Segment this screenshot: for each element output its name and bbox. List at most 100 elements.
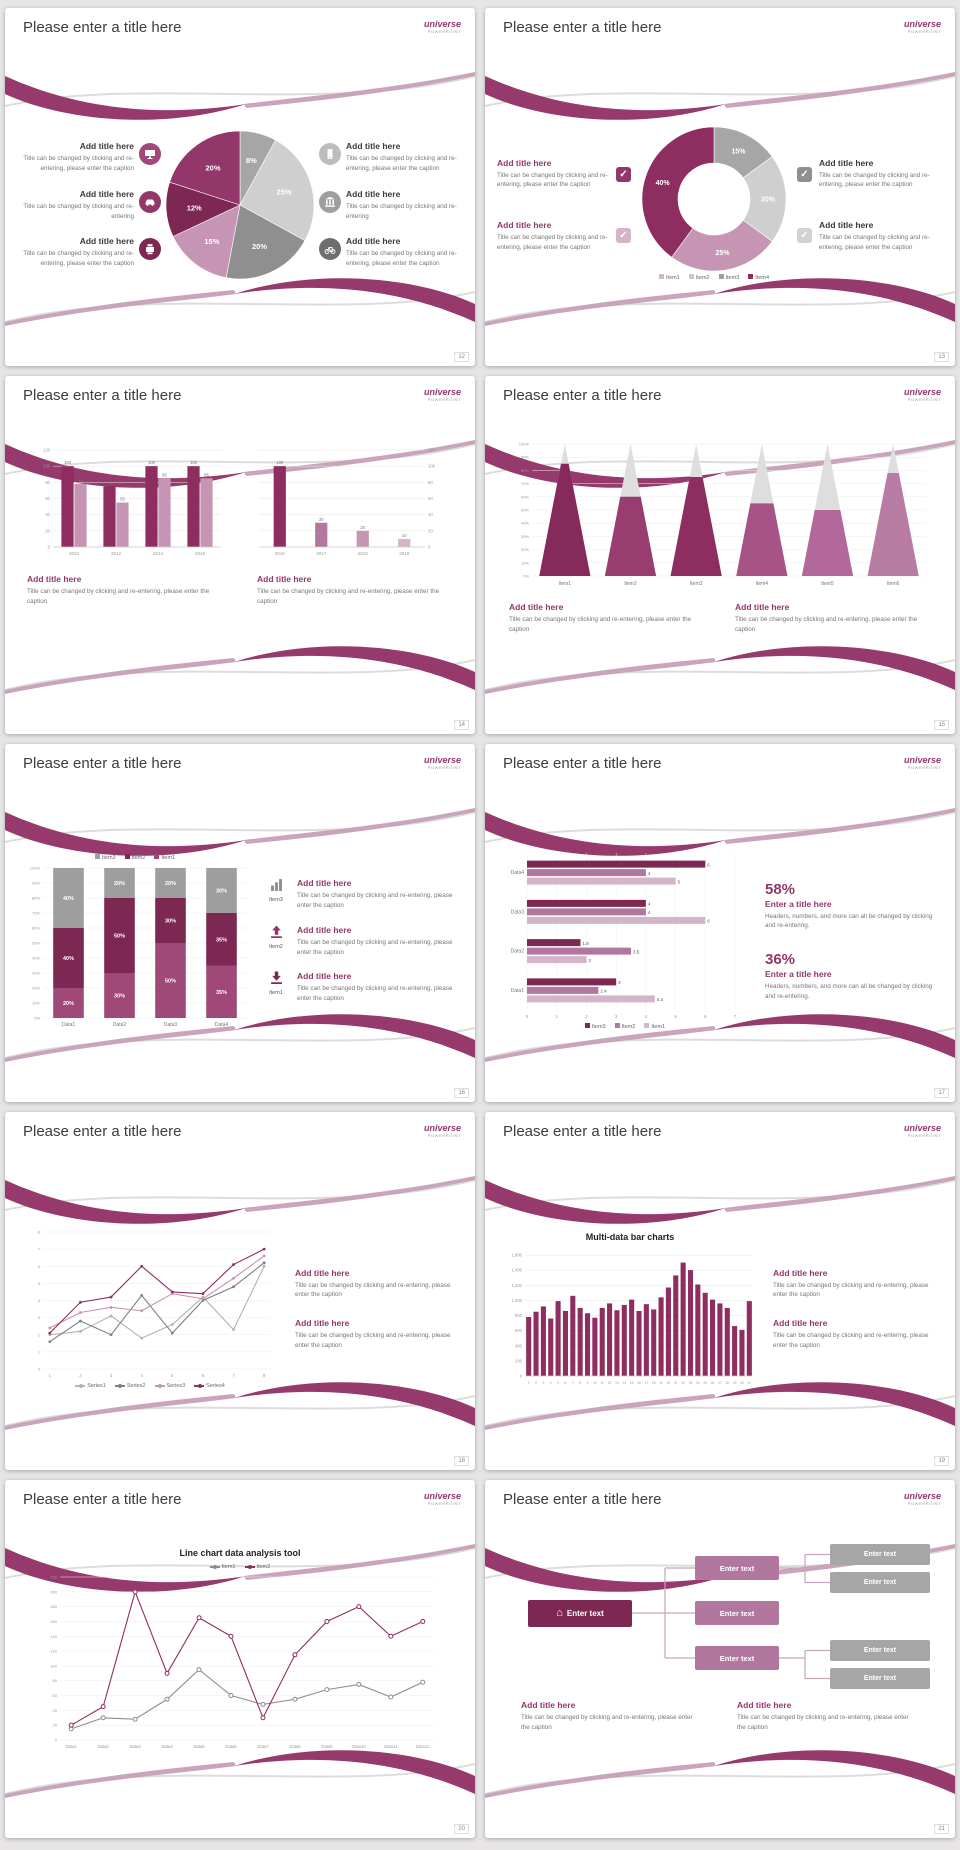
svg-text:Data4: Data4 (511, 870, 525, 876)
diagram-root-box: ⌂ Enter text (528, 1600, 632, 1627)
icon-label: Item3 (269, 897, 283, 904)
svg-text:3: 3 (38, 1315, 41, 1320)
svg-text:120: 120 (43, 448, 51, 453)
diagram-leaf-box: Enter text (830, 1640, 930, 1661)
slide-19[interactable]: Please enter a title here universe POWER… (485, 1112, 955, 1470)
svg-text:2: 2 (588, 958, 591, 963)
logo: universe POWERPOINT (903, 755, 941, 770)
slide-title: Please enter a title here (503, 387, 662, 404)
svg-text:23: 23 (689, 1381, 693, 1385)
line-chart: 0 1 2 3 4 5 6 7 8 1 2 3 4 5 6 7 8 Series1 Series2 Series3 Se… (37, 1229, 271, 1389)
logo: universe POWERPOINT (423, 387, 461, 402)
stat-title: Enter a title here (765, 969, 832, 979)
svg-text:25%: 25% (277, 188, 292, 197)
svg-text:26: 26 (711, 1381, 715, 1385)
caption-block: Add title here Title can be changed by c… (509, 602, 692, 633)
fax-icon (139, 238, 161, 261)
callout-title: Add title here (79, 141, 134, 152)
slide-21[interactable]: Please enter a title here universe POWER… (485, 1480, 955, 1838)
svg-text:4: 4 (141, 1373, 144, 1378)
svg-text:2: 2 (585, 1014, 588, 1019)
icon-row: Item1 Add title here Title can be change… (263, 971, 461, 1004)
logo: universe POWERPOINT (423, 1123, 461, 1138)
page-number: 19 (934, 1456, 949, 1466)
svg-text:60%: 60% (32, 926, 40, 931)
checkbox-icon: ✓ (616, 228, 631, 243)
svg-text:14: 14 (623, 1381, 627, 1385)
svg-text:85: 85 (204, 472, 209, 477)
svg-text:100: 100 (190, 460, 198, 465)
svg-text:5: 5 (38, 1281, 41, 1286)
svg-text:4: 4 (648, 902, 651, 907)
svg-text:40: 40 (45, 512, 50, 517)
svg-text:2: 2 (79, 1373, 82, 1378)
checkbox-icon: ✓ (797, 228, 812, 243)
flow-diagram: ⌂ Enter text Enter text Enter text Enter… (500, 1542, 940, 1692)
svg-text:29: 29 (733, 1381, 737, 1385)
svg-text:6: 6 (565, 1381, 567, 1385)
svg-text:10: 10 (593, 1381, 597, 1385)
svg-text:Data3: Data3 (130, 1744, 142, 1749)
logo: universe POWERPOINT (423, 1491, 461, 1506)
display-icon (139, 143, 161, 166)
svg-text:8: 8 (579, 1381, 581, 1385)
chart-title: Multi-data bar charts (585, 1231, 675, 1242)
svg-text:7: 7 (38, 1247, 41, 1252)
diagram-mid-box: Enter text (695, 1646, 779, 1670)
callout-bicycle: Add title here Title can be changed by c… (319, 236, 465, 269)
svg-text:0: 0 (55, 1738, 58, 1743)
svg-text:30%: 30% (114, 994, 125, 1000)
svg-text:5: 5 (678, 879, 681, 884)
svg-text:8%: 8% (246, 156, 257, 165)
svg-text:10: 10 (402, 533, 407, 538)
svg-text:60: 60 (45, 496, 50, 501)
slide-13[interactable]: Please enter a title here universe POWER… (485, 8, 955, 366)
svg-text:21: 21 (674, 1381, 678, 1385)
svg-text:60: 60 (428, 496, 433, 501)
slide-15[interactable]: Please enter a title here universe POWER… (485, 376, 955, 734)
slide-12[interactable]: Please enter a title here universe POWER… (5, 8, 475, 366)
bar-chart-left: 0 20 40 60 80 100 120 2010 100 78 2012 75 55 2014 100 8… (29, 440, 227, 558)
svg-text:8: 8 (38, 1230, 41, 1235)
slide-18[interactable]: Please enter a title here universe POWER… (5, 1112, 475, 1470)
svg-text:Data2: Data2 (511, 949, 525, 955)
svg-text:0%: 0% (523, 574, 529, 579)
svg-text:Item6: Item6 (887, 581, 900, 587)
bicycle-icon (319, 238, 341, 261)
slide-title: Please enter a title here (23, 1123, 182, 1140)
svg-text:Item2: Item2 (624, 581, 637, 587)
slide-14[interactable]: Please enter a title here universe POWER… (5, 376, 475, 734)
svg-text:31: 31 (748, 1381, 752, 1385)
horizontal-bar-chart: 0 1 2 3 4 5 6 7 Data4 6 4 5 Data3 4 4 6 Data2 1.8 3.5 2 Data… (510, 853, 737, 1030)
svg-text:25%: 25% (715, 250, 730, 257)
page-number: 17 (934, 1088, 949, 1098)
svg-text:35%: 35% (216, 937, 227, 943)
donut-chart: 15% 20% 25% 40% Item1 Item2 Item3 Item4 (638, 126, 790, 284)
svg-text:2017: 2017 (316, 551, 327, 556)
svg-text:2010: 2010 (69, 551, 80, 556)
svg-text:30%: 30% (165, 919, 176, 925)
svg-text:2: 2 (38, 1332, 41, 1337)
icon-label: Item1 (269, 990, 283, 997)
svg-text:1: 1 (38, 1349, 41, 1354)
svg-text:0: 0 (38, 1367, 41, 1372)
svg-text:20%: 20% (114, 881, 125, 887)
page-number: 13 (934, 352, 949, 362)
page-number: 15 (934, 720, 949, 730)
diagram-leaf-box: Enter text (830, 1544, 930, 1565)
slide-title: Please enter a title here (503, 1123, 662, 1140)
caption-block: Add title here Title can be changed by c… (819, 157, 930, 189)
callout-mobile: Add title here Title can be changed by c… (319, 141, 465, 174)
svg-text:3: 3 (618, 980, 621, 985)
callout-car: Add title here Title can be changed by c… (15, 189, 161, 222)
logo: universe POWERPOINT (903, 1123, 941, 1138)
svg-text:9: 9 (587, 1381, 589, 1385)
slide-16[interactable]: Please enter a title here universe POWER… (5, 744, 475, 1102)
svg-text:7: 7 (232, 1373, 235, 1378)
icon-row: Item3 Add title here Title can be change… (263, 878, 461, 911)
icon-row: Item2 Add title here Title can be change… (263, 925, 461, 958)
slide-20[interactable]: Please enter a title here universe POWER… (5, 1480, 475, 1838)
slide-17[interactable]: Please enter a title here universe POWER… (485, 744, 955, 1102)
logo: universe POWERPOINT (423, 755, 461, 770)
slide-title: Please enter a title here (23, 1491, 182, 1508)
